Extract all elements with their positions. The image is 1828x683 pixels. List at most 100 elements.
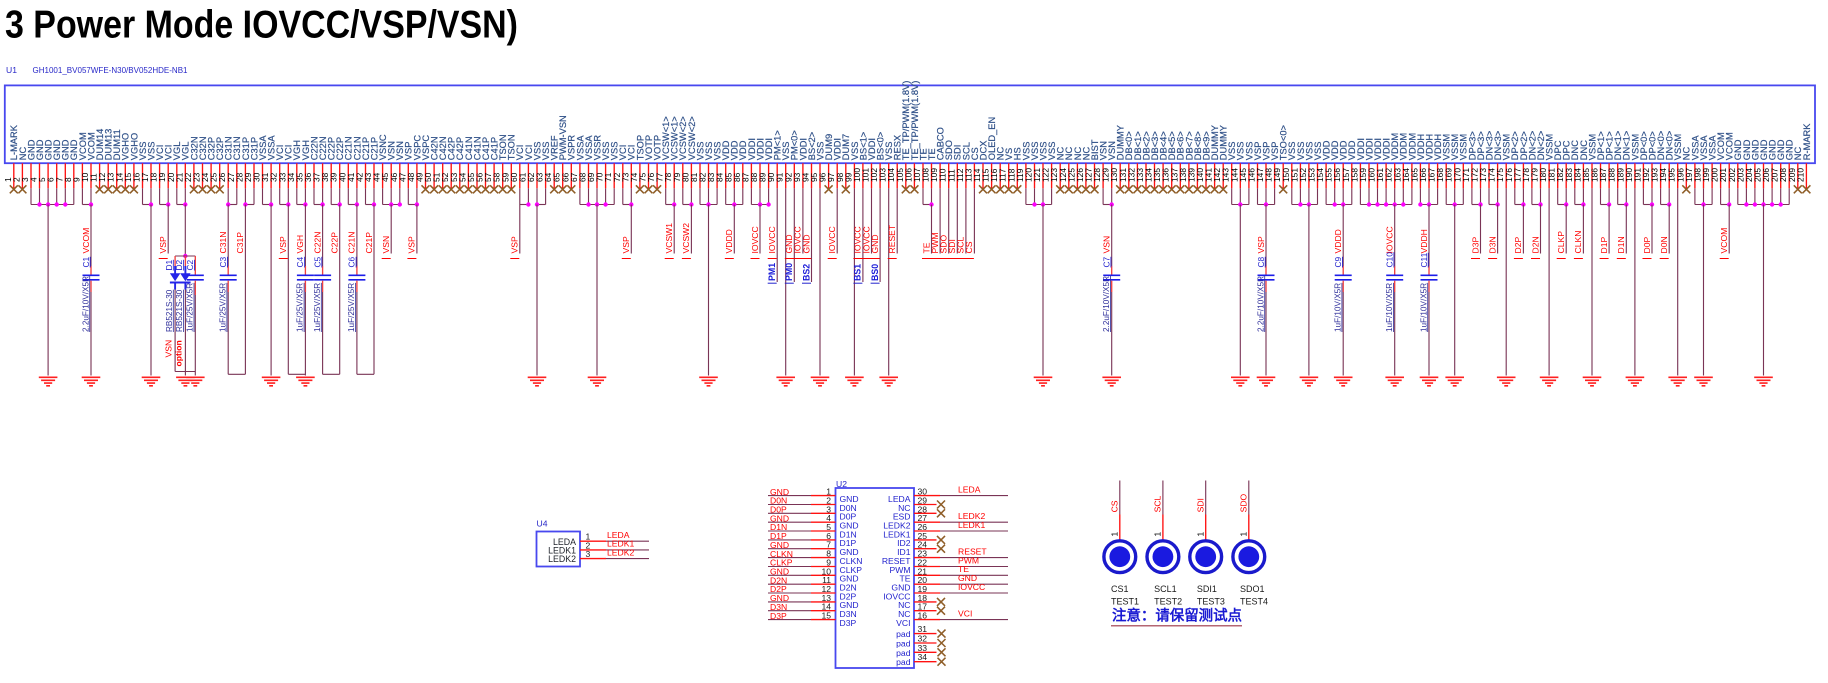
svg-text:VCOM: VCOM bbox=[1719, 228, 1729, 254]
svg-text:162: 162 bbox=[1384, 168, 1394, 182]
svg-text:VSS: VSS bbox=[1304, 142, 1314, 161]
svg-text:VSSA: VSSA bbox=[1690, 135, 1700, 161]
svg-text:GND: GND bbox=[44, 139, 54, 160]
svg-text:78: 78 bbox=[663, 172, 673, 182]
svg-text:194: 194 bbox=[1658, 168, 1668, 182]
svg-text:DB<9>: DB<9> bbox=[1201, 131, 1211, 160]
svg-text:30: 30 bbox=[918, 487, 928, 497]
svg-text:C22N: C22N bbox=[309, 136, 319, 160]
svg-text:DCX: DCX bbox=[978, 141, 988, 161]
svg-text:126: 126 bbox=[1075, 168, 1085, 182]
svg-text:SCL: SCL bbox=[956, 237, 966, 254]
svg-text:PWM: PWM bbox=[889, 565, 910, 575]
svg-text:VDDD: VDDD bbox=[724, 229, 734, 253]
svg-text:GND: GND bbox=[770, 540, 789, 550]
svg-text:34: 34 bbox=[286, 172, 296, 182]
svg-text:51: 51 bbox=[432, 172, 442, 182]
svg-text:CS: CS bbox=[1110, 500, 1120, 512]
svg-text:NC: NC bbox=[1682, 146, 1692, 160]
svg-text:158: 158 bbox=[1349, 168, 1359, 182]
svg-text:4: 4 bbox=[29, 177, 39, 182]
svg-text:DP<3>: DP<3> bbox=[1467, 131, 1477, 160]
svg-text:DPC: DPC bbox=[1562, 140, 1572, 160]
svg-text:10: 10 bbox=[821, 566, 831, 576]
svg-text:VDDI: VDDI bbox=[1373, 138, 1383, 160]
svg-text:TSON: TSON bbox=[498, 134, 508, 160]
svg-text:SDO: SDO bbox=[939, 235, 949, 254]
svg-text:186: 186 bbox=[1590, 168, 1600, 182]
svg-text:2: 2 bbox=[586, 540, 591, 550]
svg-text:209: 209 bbox=[1787, 168, 1797, 182]
svg-text:LEDK1: LEDK1 bbox=[548, 546, 576, 556]
svg-text:GND: GND bbox=[1776, 139, 1786, 160]
svg-text:180: 180 bbox=[1538, 168, 1548, 182]
svg-text:VREF: VREF bbox=[550, 135, 560, 160]
svg-text:129: 129 bbox=[1101, 168, 1111, 182]
svg-text:VSPC: VSPC bbox=[421, 135, 431, 161]
svg-text:IOVCC: IOVCC bbox=[750, 226, 760, 253]
svg-text:VSS: VSS bbox=[695, 142, 705, 161]
svg-text:pad: pad bbox=[896, 657, 911, 667]
svg-text:NC: NC bbox=[1073, 146, 1083, 160]
svg-text:95: 95 bbox=[809, 172, 819, 182]
svg-text:D0P: D0P bbox=[840, 512, 857, 522]
svg-text:D3P: D3P bbox=[840, 618, 857, 628]
svg-text:VOTP: VOTP bbox=[653, 135, 663, 160]
svg-text:163: 163 bbox=[1392, 168, 1402, 182]
svg-text:195: 195 bbox=[1667, 168, 1677, 182]
svg-text:VDDH: VDDH bbox=[1433, 134, 1443, 160]
svg-text:PWM: PWM bbox=[958, 555, 979, 565]
svg-text:CS: CS bbox=[970, 147, 980, 160]
svg-text:D3P: D3P bbox=[770, 611, 787, 621]
svg-text:ID1: ID1 bbox=[897, 547, 911, 557]
svg-text:14: 14 bbox=[821, 602, 831, 612]
svg-text:60: 60 bbox=[509, 172, 519, 182]
svg-text:11: 11 bbox=[89, 173, 99, 182]
svg-text:NC: NC bbox=[1064, 146, 1074, 160]
svg-text:C11: C11 bbox=[1419, 252, 1429, 267]
svg-text:53: 53 bbox=[449, 172, 459, 182]
svg-text:D2P: D2P bbox=[770, 584, 787, 594]
svg-text:89: 89 bbox=[758, 172, 768, 182]
svg-text:VDD: VDD bbox=[1347, 140, 1357, 160]
svg-text:RESET: RESET bbox=[882, 556, 911, 566]
svg-text:VDDM: VDDM bbox=[1407, 133, 1417, 160]
svg-text:15: 15 bbox=[821, 611, 831, 621]
svg-text:13: 13 bbox=[821, 593, 831, 603]
svg-text:1uF/25V/X5R: 1uF/25V/X5R bbox=[347, 283, 356, 332]
svg-text:65: 65 bbox=[552, 172, 562, 182]
svg-text:26: 26 bbox=[217, 172, 227, 182]
svg-text:192: 192 bbox=[1641, 168, 1651, 182]
svg-text:TE: TE bbox=[918, 148, 928, 160]
svg-text:DB<6>: DB<6> bbox=[1176, 131, 1186, 160]
svg-text:GND: GND bbox=[1768, 139, 1778, 160]
svg-text:VDDH: VDDH bbox=[1419, 229, 1429, 253]
svg-text:81: 81 bbox=[689, 172, 699, 182]
svg-text:121: 121 bbox=[1032, 168, 1042, 182]
svg-text:ESD: ESD bbox=[893, 512, 911, 522]
svg-text:C31N: C31N bbox=[232, 136, 242, 160]
svg-text:RESX: RESX bbox=[893, 135, 903, 160]
svg-text:CLKP: CLKP bbox=[1556, 231, 1566, 254]
svg-text:16: 16 bbox=[132, 172, 142, 182]
svg-text:75: 75 bbox=[638, 172, 648, 182]
svg-text:20: 20 bbox=[166, 172, 176, 182]
svg-text:28: 28 bbox=[234, 172, 244, 182]
svg-text:61: 61 bbox=[517, 172, 527, 182]
svg-text:C42P: C42P bbox=[447, 137, 457, 160]
svg-text:option: option bbox=[173, 340, 183, 366]
svg-text:D2: D2 bbox=[174, 259, 184, 270]
svg-text:NC: NC bbox=[996, 146, 1006, 160]
svg-text:BS<1>: BS<1> bbox=[858, 132, 868, 160]
svg-text:VSS: VSS bbox=[1038, 142, 1048, 161]
svg-text:GND: GND bbox=[1759, 139, 1769, 160]
svg-text:42: 42 bbox=[355, 172, 365, 182]
svg-text:1uF/10V/X5R: 1uF/10V/X5R bbox=[1419, 283, 1428, 332]
svg-text:84: 84 bbox=[715, 172, 725, 182]
svg-text:D0N: D0N bbox=[840, 503, 857, 513]
svg-text:5: 5 bbox=[826, 522, 831, 532]
svg-text:DB<0>: DB<0> bbox=[1124, 131, 1134, 160]
svg-text:118: 118 bbox=[1006, 168, 1016, 182]
svg-text:VSS: VSS bbox=[1296, 142, 1306, 161]
svg-text:1: 1 bbox=[1196, 532, 1206, 537]
